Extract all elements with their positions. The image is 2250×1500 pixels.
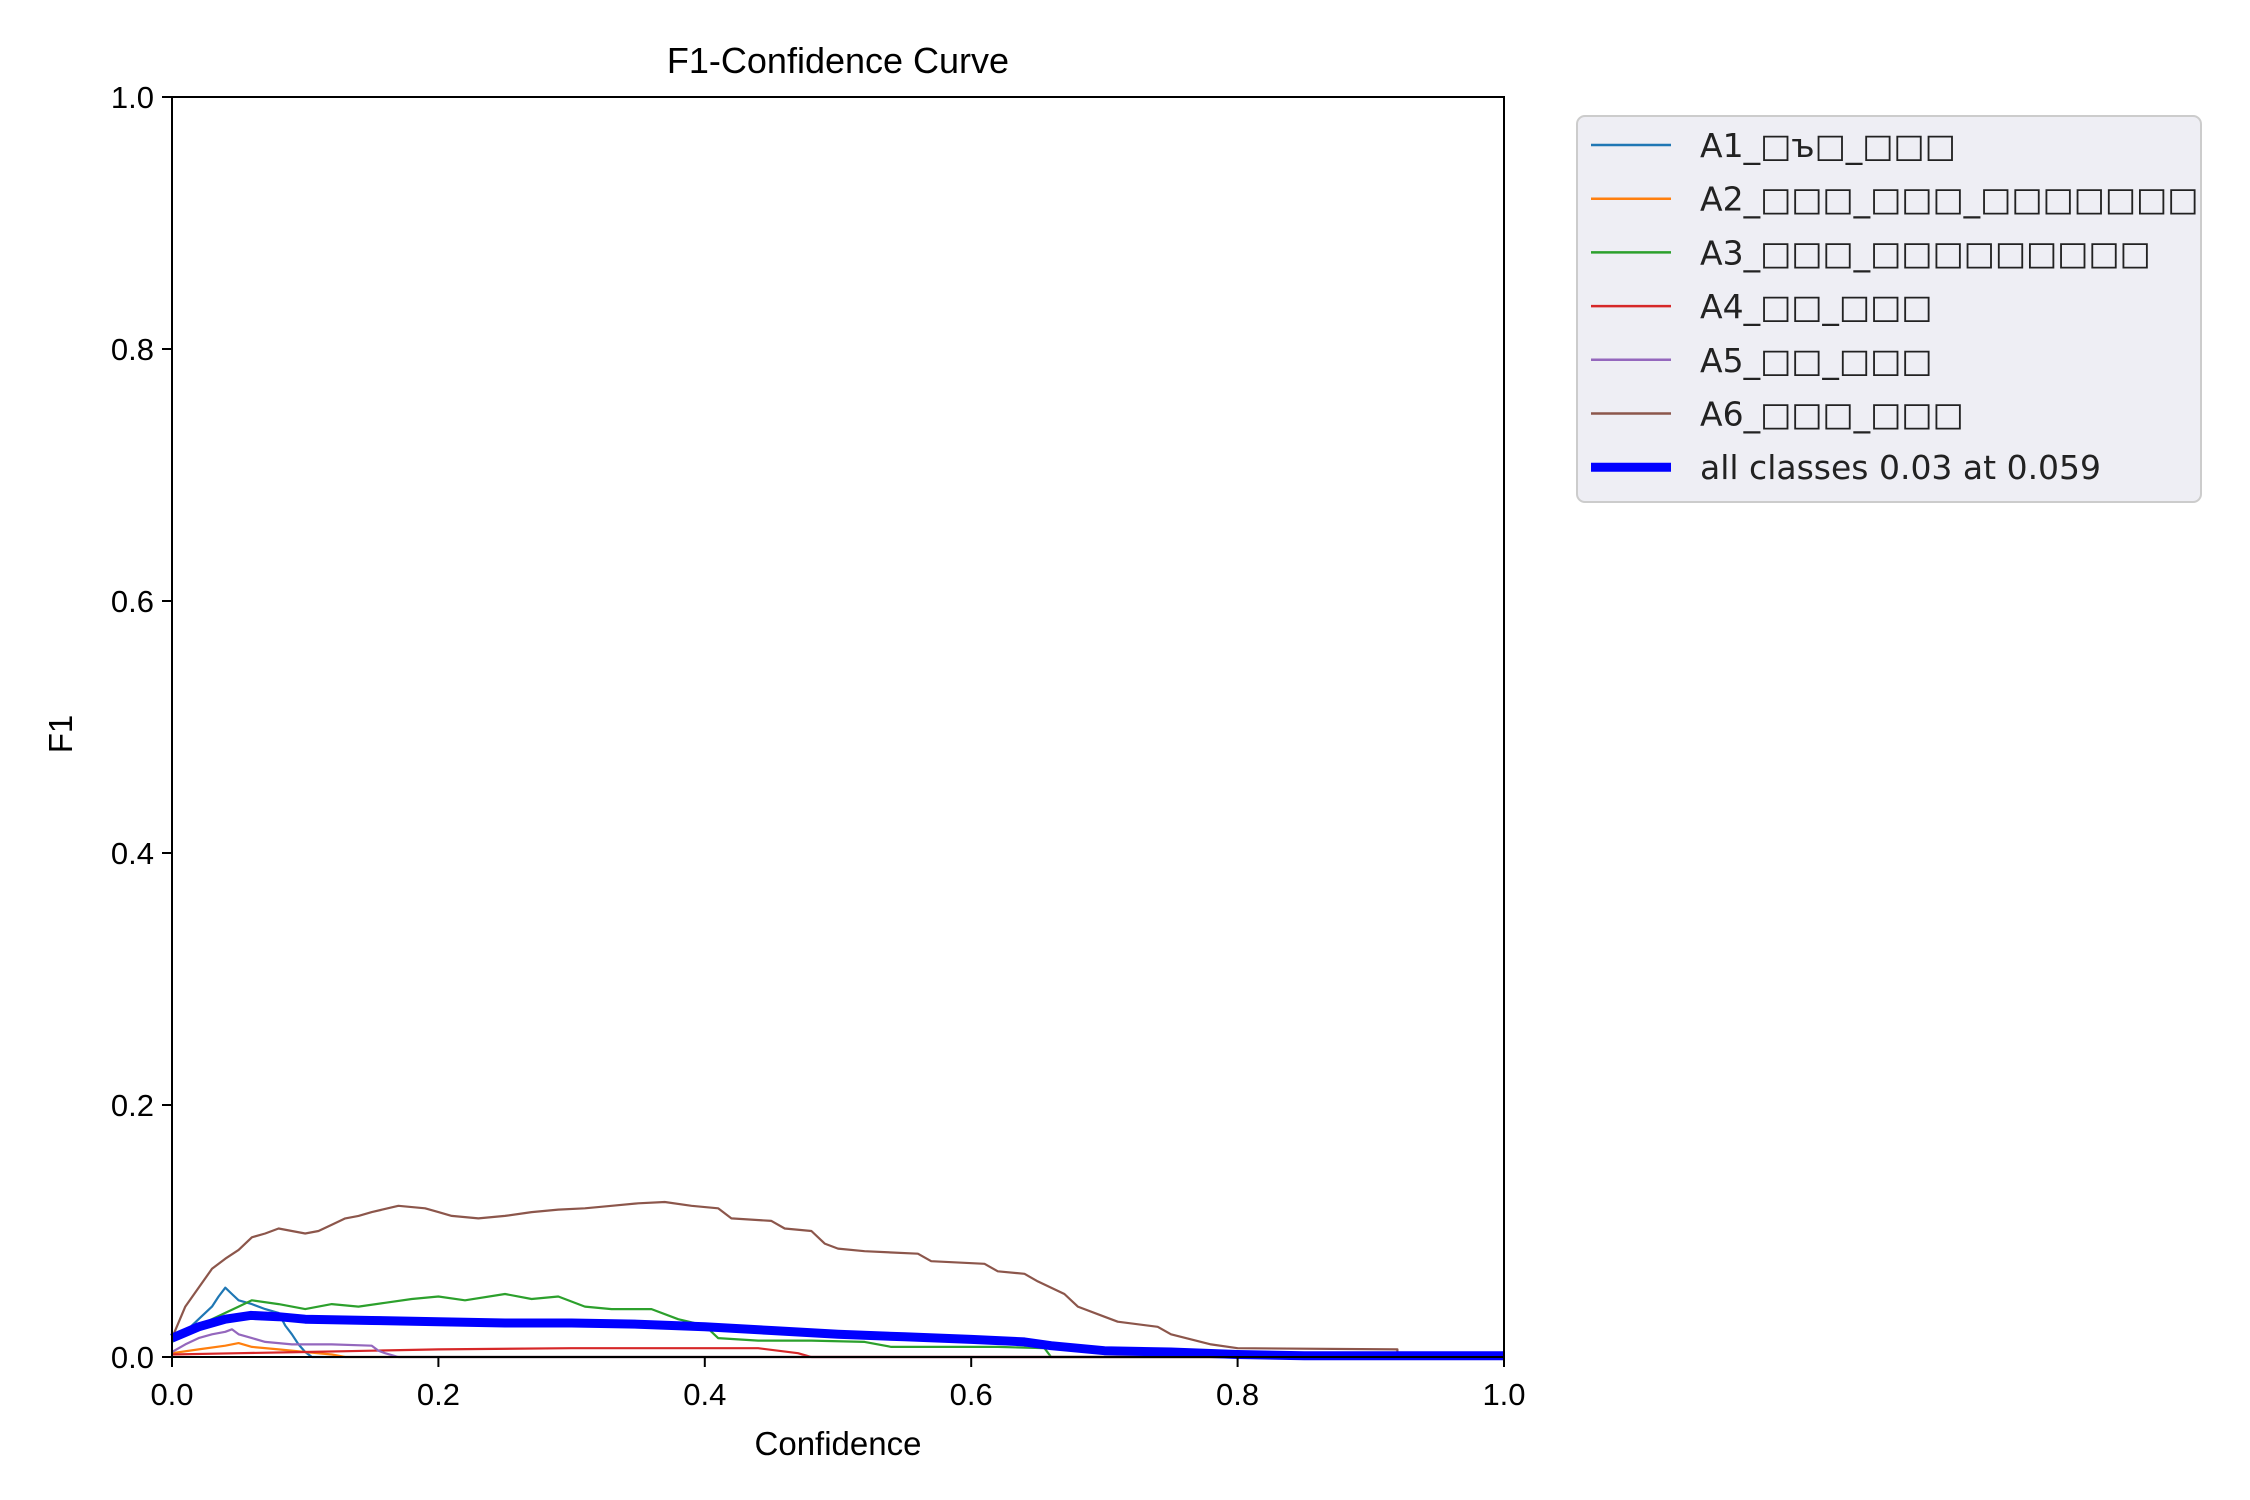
- legend-label-4: A4_□□_□□□: [1700, 287, 1932, 326]
- x-tick-label: 1.0: [1482, 1377, 1525, 1412]
- y-tick-label: 0.6: [111, 584, 154, 619]
- series-line-5: [171, 1328, 1504, 1359]
- legend: A1_□ъ□_□□□ A2_□□□_□□□_□□□□□□□ A3_□□□_□□□□□…: [1576, 115, 2202, 503]
- legend-label-7: all classes 0.03 at 0.059: [1700, 448, 2101, 487]
- y-tick-label: 0.4: [111, 836, 154, 871]
- series-line-2: [171, 1341, 1504, 1359]
- y-tick-label: 1.0: [111, 80, 154, 115]
- series-line-4: [171, 1347, 1504, 1359]
- legend-label-2: A2_□□□_□□□_□□□□□□□: [1700, 180, 2198, 219]
- legend-box: [1576, 115, 2202, 503]
- chart-title: F1-Confidence Curve: [667, 40, 1009, 81]
- y-tick-label: 0.2: [111, 1088, 154, 1123]
- x-tick-label: 0.4: [683, 1377, 726, 1412]
- plot-frame: [171, 96, 1505, 1358]
- series-line-3: [171, 1292, 1504, 1359]
- series-line-6: [170, 1200, 1504, 1359]
- legend-label-3: A3_□□□_□□□□□□□□□: [1700, 233, 2151, 272]
- y-axis-ticks: 0.0 0.2 0.4 0.6 0.8 1.0: [111, 80, 172, 1375]
- legend-label-5: A5_□□_□□□: [1700, 341, 1932, 380]
- y-tick-label: 0.0: [111, 1340, 154, 1375]
- x-tick-label: 0.8: [1216, 1377, 1259, 1412]
- legend-label-6: A6_□□□_□□□: [1700, 395, 1964, 434]
- series-line-7: [170, 1310, 1504, 1361]
- y-tick-label: 0.8: [111, 332, 154, 367]
- x-tick-label: 0.2: [417, 1377, 460, 1412]
- plot-lines: [170, 1200, 1504, 1361]
- x-tick-label: 0.0: [150, 1377, 193, 1412]
- legend-label-1: A1_□ъ□_□□□: [1700, 126, 1956, 165]
- y-axis-label: F1: [42, 715, 79, 754]
- series-line-1: [171, 1286, 1504, 1359]
- x-tick-label: 0.6: [950, 1377, 993, 1412]
- x-axis-ticks: 0.0 0.2 0.4 0.6 0.8 1.0: [150, 1357, 1526, 1412]
- x-axis-label: Confidence: [755, 1425, 922, 1462]
